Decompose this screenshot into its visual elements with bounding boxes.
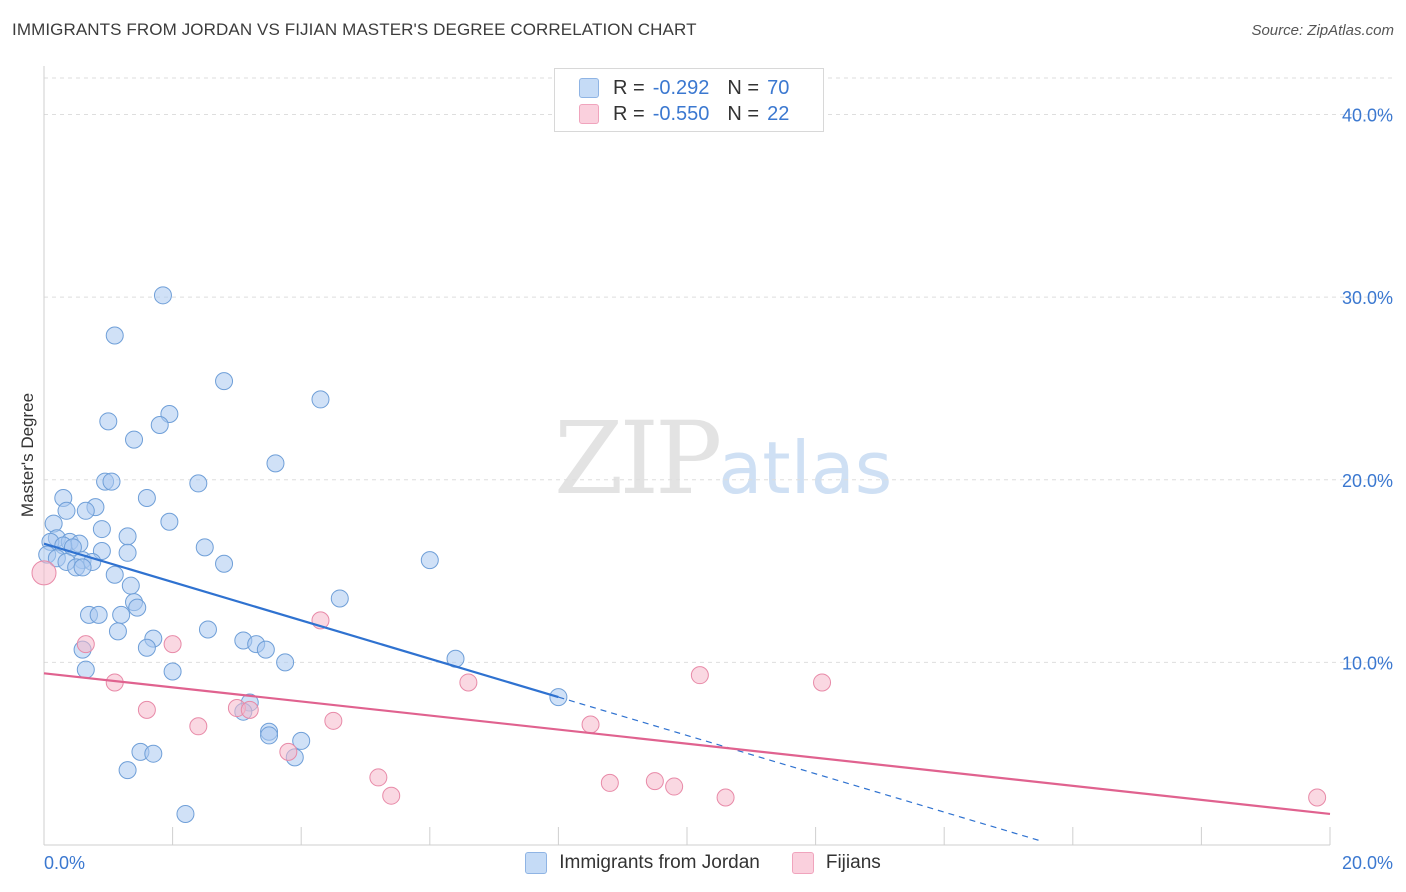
data-point	[144, 744, 163, 763]
data-point	[256, 640, 275, 659]
data-point	[31, 560, 57, 586]
legend-r-value: -0.550	[652, 102, 710, 125]
data-point	[160, 512, 179, 531]
legend-swatch-fijians	[579, 104, 599, 124]
legend-n-value: 70	[767, 76, 790, 99]
data-point	[137, 489, 156, 508]
data-point	[128, 598, 147, 617]
series-legend-jordan[interactable]: Immigrants from Jordan	[525, 852, 760, 874]
series-legend: Immigrants from Jordan Fijians	[0, 852, 1406, 874]
jordan-points	[38, 286, 568, 823]
data-point	[311, 390, 330, 409]
data-point	[198, 620, 217, 639]
data-point	[292, 731, 311, 750]
legend-row-jordan: R = -0.292 N = 70	[579, 75, 789, 101]
data-point	[581, 715, 600, 734]
data-point	[76, 660, 95, 679]
data-point	[125, 430, 144, 449]
data-point	[215, 372, 234, 391]
data-point	[108, 622, 127, 641]
data-point	[73, 558, 92, 577]
watermark: ZIPatlas	[554, 400, 892, 517]
data-point	[260, 726, 279, 745]
x-tick-label-max: 20.0%	[1342, 853, 1393, 873]
data-point	[118, 543, 137, 562]
legend-row-fijians: R = -0.550 N = 22	[579, 101, 789, 127]
data-point	[163, 635, 182, 654]
data-point	[105, 565, 124, 584]
data-point	[645, 772, 664, 791]
legend-swatch-jordan	[579, 78, 599, 98]
data-point	[76, 635, 95, 654]
data-point	[121, 576, 140, 595]
data-point	[112, 605, 131, 624]
data-point	[137, 638, 156, 657]
data-point	[176, 804, 195, 823]
legend-n-label: N =	[727, 102, 760, 125]
watermark-zip: ZIP	[554, 400, 722, 517]
legend-r-value: -0.292	[652, 76, 710, 99]
data-point	[276, 653, 295, 672]
data-point	[690, 666, 709, 685]
data-point	[279, 742, 298, 761]
y-tick-label: 20.0%	[1342, 471, 1393, 491]
data-point	[600, 773, 619, 792]
x-tick-label-min: 0.0%	[44, 853, 85, 873]
data-point	[1308, 788, 1327, 807]
data-point	[382, 786, 401, 805]
y-tick-label: 40.0%	[1342, 106, 1393, 126]
data-point	[665, 777, 684, 796]
jordan-trendline	[43, 542, 559, 699]
series-legend-fijians[interactable]: Fijians	[791, 852, 881, 874]
series-swatch-fijians	[791, 852, 814, 874]
data-point	[369, 768, 388, 787]
fijian-trendline	[43, 672, 1331, 816]
data-point	[163, 662, 182, 681]
data-point	[137, 700, 156, 719]
data-point	[118, 527, 137, 546]
source-label: Source: ZipAtlas.com	[1251, 22, 1394, 39]
data-point	[195, 538, 214, 557]
legend-n-value: 22	[767, 102, 790, 125]
data-point	[105, 326, 124, 345]
data-point	[330, 589, 349, 608]
data-point	[92, 520, 111, 539]
correlation-legend: R = -0.292 N = 70 R = -0.550 N = 22	[554, 68, 824, 132]
chart-title: IMMIGRANTS FROM JORDAN VS FIJIAN MASTER'…	[12, 20, 697, 39]
data-point	[813, 673, 832, 692]
watermark-atlas: atlas	[718, 426, 893, 510]
series-swatch-jordan	[525, 852, 548, 874]
jordan-trendline-extension	[558, 696, 1041, 842]
data-point	[99, 412, 118, 431]
legend-r-label: R =	[613, 102, 645, 125]
series-label-jordan: Immigrants from Jordan	[559, 852, 760, 873]
y-tick-label: 30.0%	[1342, 288, 1393, 308]
data-point	[189, 717, 208, 736]
data-point	[240, 700, 259, 719]
data-point	[118, 761, 137, 780]
data-point	[215, 554, 234, 573]
legend-r-label: R =	[613, 76, 645, 99]
data-point	[420, 551, 439, 570]
data-point	[459, 673, 478, 692]
data-point	[266, 454, 285, 473]
legend-n-label: N =	[727, 76, 760, 99]
data-point	[57, 501, 76, 520]
fijian-points	[31, 560, 1327, 807]
data-point	[89, 605, 108, 624]
y-tick-label: 10.0%	[1342, 653, 1393, 673]
data-point	[102, 472, 121, 491]
data-point	[189, 474, 208, 493]
y-axis-title: Master's Degree	[18, 392, 37, 518]
data-point	[76, 501, 95, 520]
data-point	[153, 286, 172, 305]
data-point	[716, 788, 735, 807]
series-label-fijians: Fijians	[825, 852, 881, 873]
data-point	[150, 415, 169, 434]
data-point	[324, 711, 343, 730]
data-point	[44, 514, 63, 533]
